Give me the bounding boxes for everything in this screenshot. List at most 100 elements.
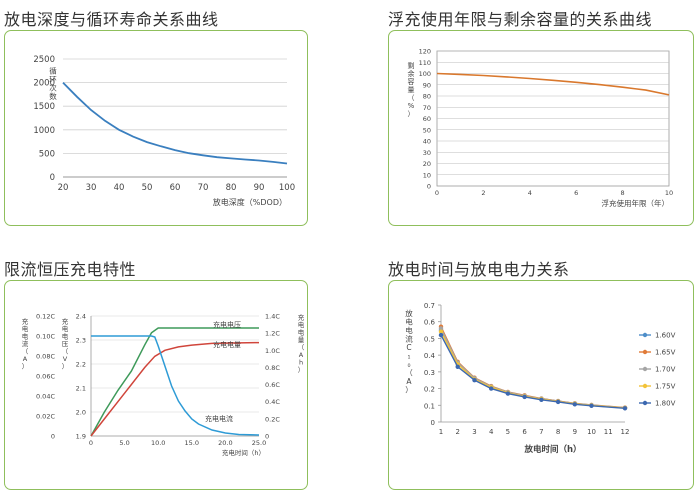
chart1-xtick-label: 90: [254, 183, 265, 193]
chart4-ytick-label: 0.7: [424, 302, 435, 310]
chart3-current-axis-label-char: 充: [22, 316, 29, 325]
chart1-xtick-label: 50: [142, 183, 153, 193]
chart2-y-axis-label-char: ）: [408, 110, 415, 118]
chart2-ytick-label: 20: [423, 160, 431, 168]
chart1-xtick-label: 20: [58, 183, 69, 193]
chart4-legend-label: 1.75V: [655, 383, 676, 391]
chart3-capacity-tick-label: 0.8C: [265, 364, 280, 372]
chart2-xtick-label: 0: [435, 189, 439, 197]
chart3-voltage-tick-label: 2.4: [76, 313, 86, 321]
chart3-voltage-axis-label-char: （: [62, 347, 69, 355]
chart3-current-tick-label: 0.04C: [36, 393, 55, 401]
chart4-ytick-label: 0: [431, 419, 435, 427]
chart2-ytick-label: 110: [419, 59, 431, 67]
chart2-ytick-label: 80: [423, 93, 431, 101]
chart1-xtick-label: 60: [170, 183, 181, 193]
chart3-voltage-tick-label: 2.0: [76, 409, 86, 417]
chart3-xtick-label: 5.0: [119, 439, 129, 447]
chart4-xtick-label: 11: [604, 428, 613, 436]
chart4-xtick-label: 6: [522, 428, 527, 436]
chart2-panel: 0 10 20 30 40 50 60 70 80 90 100 110 120 0 2 4 6 8 10 浮充使用年…: [388, 30, 694, 226]
chart2-y-axis-label-char: （: [408, 94, 415, 102]
chart2-ytick-label: 70: [423, 104, 431, 112]
chart3-capacity-tick-label: 1.2C: [265, 330, 280, 338]
chart3-capacity-axis-label-char: 充: [298, 313, 305, 322]
chart2-ytick-label: 90: [423, 81, 431, 89]
chart4-ytick-label: 0.6: [424, 319, 436, 327]
chart1-ytick-label: 1000: [33, 126, 55, 136]
chart2-ytick-label: 40: [423, 138, 431, 146]
chart3-capacity-axis-label-char: （: [298, 344, 305, 352]
chart4-series-marker: [438, 329, 444, 334]
chart3-capacity-tick-label: 1.0C: [265, 347, 280, 355]
chart4-legend-marker: [642, 383, 648, 389]
chart3-series-label: 充电电压: [213, 320, 241, 329]
chart4-ytick-label: 0.3: [424, 369, 435, 377]
chart4-y-axis-label-char: A: [406, 377, 412, 386]
chart1-xtick-label: 80: [226, 183, 237, 193]
chart1-xtick-label: 40: [114, 183, 125, 193]
chart3-capacity-axis-label-char: ）: [298, 366, 305, 374]
chart2-y-axis-label-char: 余: [408, 69, 415, 78]
chart2-y-axis-label-char: 剩: [408, 61, 415, 70]
chart4-series-marker: [622, 406, 628, 411]
chart4-series-marker: [505, 391, 511, 396]
chart4-xtick-label: 9: [573, 428, 577, 436]
chart4-series-marker: [472, 378, 477, 383]
chart4-legend-label: 1.70V: [655, 366, 676, 374]
chart3-voltage-axis-label-char: 电: [62, 331, 69, 340]
chart3-panel: 1.9 2.0 2.1 2.2 2.3 2.4 0 0.02C 0.04C 0.06C 0.08C 0…: [4, 280, 308, 490]
chart4-y-axis-label-char: ₀: [407, 360, 410, 369]
chart3-capacity-tick-label: 1.4C: [265, 313, 280, 321]
chart4-xtick-label: 1: [439, 428, 443, 436]
chart3-series-line: [90, 327, 259, 437]
chart1-y-axis-label-char: 次: [49, 83, 57, 93]
chart4-series-marker: [438, 332, 444, 338]
chart3-series-label: 充电电量: [213, 340, 241, 349]
chart4-y-axis-label-char: 放: [405, 308, 413, 318]
chart3-capacity-axis-label-char: 电: [298, 320, 305, 329]
chart2-series-line: [436, 72, 670, 96]
chart3-voltage-tick-label: 1.9: [76, 433, 86, 441]
chart4-series-marker: [522, 394, 527, 400]
chart4-y-axis-label-char: 流: [405, 334, 413, 344]
chart3-xtick-label: 25.0: [252, 439, 266, 447]
chart1-panel: 0 500 1000 1500 2000 2500 20 30 40 50 60 70 80 90 100 放…: [4, 30, 308, 226]
chart4-y-axis-label-char: ₁: [407, 352, 410, 361]
chart4-ytick-label: 0.1: [424, 402, 435, 410]
chart4-xtick-label: 12: [621, 428, 630, 436]
chart3-voltage-axis-label-char: 充: [62, 316, 69, 325]
chart1-series-line: [62, 81, 288, 165]
chart3-capacity-tick-label: 0.2C: [265, 415, 280, 423]
chart3-xtick-label: 10.0: [151, 439, 165, 447]
chart3-capacity-axis-label-char: 电: [298, 328, 305, 337]
chart2-xtick-label: 10: [665, 189, 673, 197]
chart4-xtick-label: 10: [587, 428, 596, 436]
chart3-voltage-tick-label: 2.3: [76, 337, 86, 345]
chart2-y-axis-label-char: 容: [408, 77, 415, 86]
chart3-current-axis-label-char: A: [23, 355, 28, 363]
chart4-legend-label: 1.60V: [655, 332, 676, 340]
chart2-xtick-label: 4: [528, 189, 532, 197]
chart4-series-marker: [455, 364, 460, 369]
chart2-y-axis-label-char: 量: [408, 86, 415, 94]
chart3-current-axis-label-char: 电: [22, 324, 29, 333]
chart3-voltage-tick-label: 2.2: [76, 361, 86, 369]
chart4-series-line: [440, 329, 626, 409]
chart3-voltage-axis-label-char: V: [63, 355, 68, 363]
chart3-title: 限流恒压充电特性: [4, 260, 137, 279]
chart4-ytick-label: 0.5: [424, 335, 435, 343]
chart1-svg: 0 500 1000 1500 2000 2500 20 30 40 50 60 70 80 90 100 放…: [33, 55, 295, 207]
chart3-series-line: [91, 335, 260, 436]
chart4-legend-label: 1.65V: [655, 349, 676, 357]
chart3-capacity-axis-label-char: A: [299, 351, 304, 359]
chart3-current-axis-label-char: （: [22, 347, 29, 355]
chart3-voltage-axis-label-char: 压: [62, 340, 69, 348]
chart1-xtick-label: 30: [86, 183, 97, 193]
chart4-series-marker: [489, 386, 494, 391]
chart4-series-line: [440, 328, 626, 409]
chart4-ytick-label: 0.2: [424, 386, 435, 394]
chart2-ytick-label: 100: [419, 70, 431, 78]
chart4-xtick-label: 4: [489, 428, 494, 436]
